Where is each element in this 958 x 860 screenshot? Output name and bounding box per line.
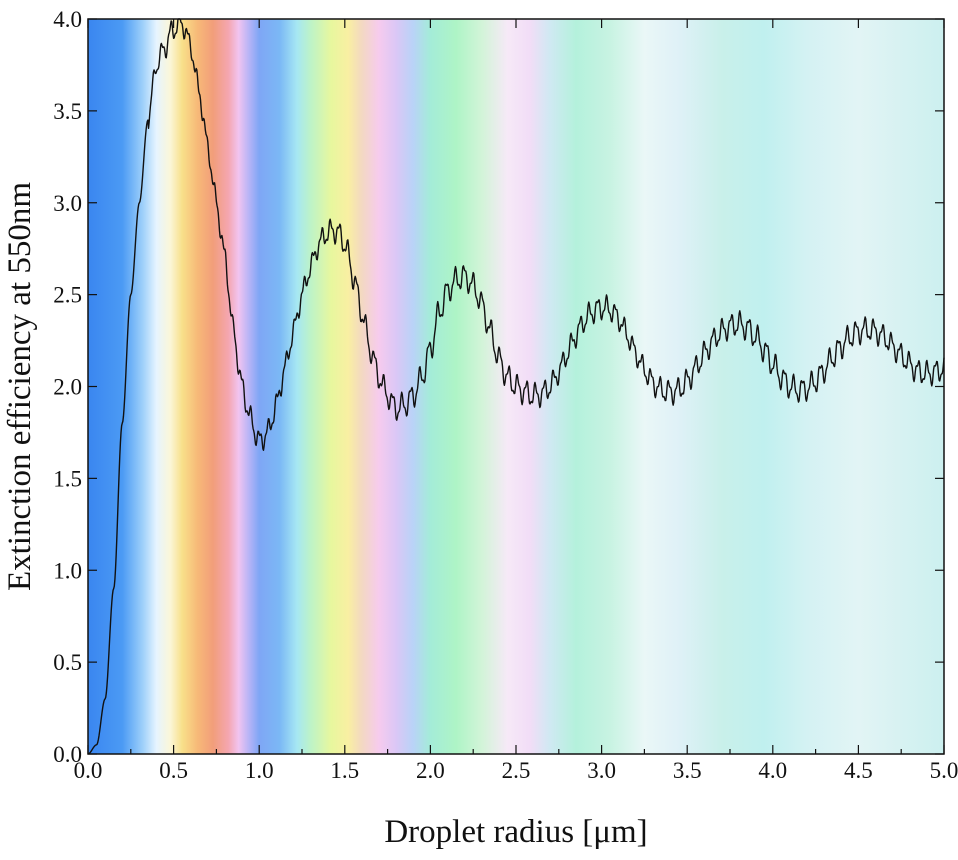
x-tick-label-8: 4.0 [758,758,787,783]
x-axis-label: Droplet radius [μm] [384,814,647,850]
plot-frame [87,18,945,755]
y-axis-ticks [88,18,944,755]
x-tick-label-3: 1.5 [330,758,359,783]
y-tick-label-5: 2.5 [53,283,82,308]
x-tick-label-1: 0.5 [159,758,188,783]
x-tick-label-6: 3.0 [587,758,616,783]
y-tick-label-4: 2.0 [53,375,82,400]
extinction-efficiency-line [87,18,945,755]
x-axis-tick-labels: 0.0 0.5 1.0 1.5 2.0 2.5 3.0 3.5 4.0 4.5 5.0 [74,758,958,783]
x-tick-label-0: 0.0 [74,758,103,783]
y-tick-label-2: 1.0 [53,558,82,583]
x-tick-label-5: 2.5 [502,758,531,783]
y-tick-label-1: 0.5 [53,650,82,675]
y-axis-tick-labels: 0.0 0.5 1.0 1.5 2.0 2.5 3.0 3.5 4.0 [53,7,82,767]
x-tick-label-7: 3.5 [673,758,702,783]
y-tick-label-3: 1.5 [53,466,82,491]
x-tick-label-9: 4.5 [844,758,873,783]
y-tick-label-0: 0.0 [53,742,82,767]
y-tick-label-7: 3.5 [53,99,82,124]
x-tick-label-4: 2.0 [416,758,445,783]
x-axis-ticks [87,19,945,754]
y-tick-label-8: 4.0 [53,7,82,32]
x-tick-label-2: 1.0 [245,758,274,783]
y-tick-label-6: 3.0 [53,191,82,216]
x-tick-label-10: 5.0 [930,758,958,783]
y-axis-label: Extinction efficiency at 550nm [2,182,38,591]
